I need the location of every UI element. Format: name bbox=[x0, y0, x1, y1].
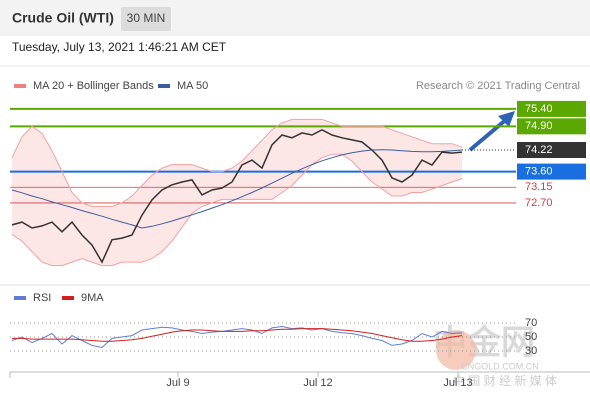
legend-label: MA 20 + Bollinger Bands bbox=[33, 80, 154, 92]
level-label: 73.15 bbox=[525, 181, 553, 193]
ma50-line bbox=[11, 149, 463, 229]
price-label: 74.22 bbox=[525, 144, 553, 156]
chart-title: Crude Oil (WTI) bbox=[12, 10, 114, 26]
price-line bbox=[11, 128, 463, 264]
rsi-line bbox=[11, 325, 463, 349]
bollinger-fill bbox=[12, 119, 462, 266]
level-label-box bbox=[517, 100, 586, 117]
x-tick-label: Jul 13 bbox=[443, 377, 472, 389]
legend-swatch bbox=[14, 84, 26, 88]
legend-label: MA 50 bbox=[177, 80, 208, 92]
forecast-arrow-head bbox=[498, 111, 515, 127]
x-tick-label: Jul 9 bbox=[166, 377, 189, 389]
watermark: CNGOLD.COM.CN bbox=[461, 361, 539, 371]
legend-label: RSI bbox=[33, 292, 51, 304]
header bbox=[0, 0, 590, 36]
subtitle: Tuesday, July 13, 2021 1:46:21 AM CET bbox=[12, 40, 227, 54]
legend-label: 9MA bbox=[81, 292, 104, 304]
x-tick-label: Jul 12 bbox=[303, 377, 332, 389]
level-label: 72.70 bbox=[525, 197, 553, 209]
level-label: 75.40 bbox=[525, 103, 553, 115]
watermark-logo bbox=[436, 330, 476, 370]
timeframe-badge[interactable] bbox=[121, 7, 171, 31]
timeframe: 30 MIN bbox=[127, 11, 166, 25]
credit: Research © 2021 Trading Central bbox=[416, 80, 580, 92]
watermark: 中 国 财 经 新 媒 体 bbox=[453, 373, 557, 388]
legend-swatch bbox=[62, 296, 74, 300]
legend-swatch bbox=[158, 84, 170, 88]
y-tick-label: 70 bbox=[525, 317, 537, 329]
level-label-box bbox=[517, 118, 586, 135]
bollinger-upper bbox=[11, 118, 463, 207]
price-label-box bbox=[517, 142, 586, 159]
y-tick-label: 30 bbox=[525, 345, 537, 357]
forecast-arrow bbox=[468, 116, 510, 152]
rsi-ma-line bbox=[12, 328, 463, 342]
legend-swatch bbox=[14, 296, 26, 300]
bollinger-lower bbox=[11, 153, 463, 267]
level-label: 73.60 bbox=[525, 165, 553, 177]
level-label-box bbox=[517, 163, 586, 180]
y-tick-label: 50 bbox=[525, 331, 537, 343]
level-label: 74.90 bbox=[525, 120, 553, 132]
